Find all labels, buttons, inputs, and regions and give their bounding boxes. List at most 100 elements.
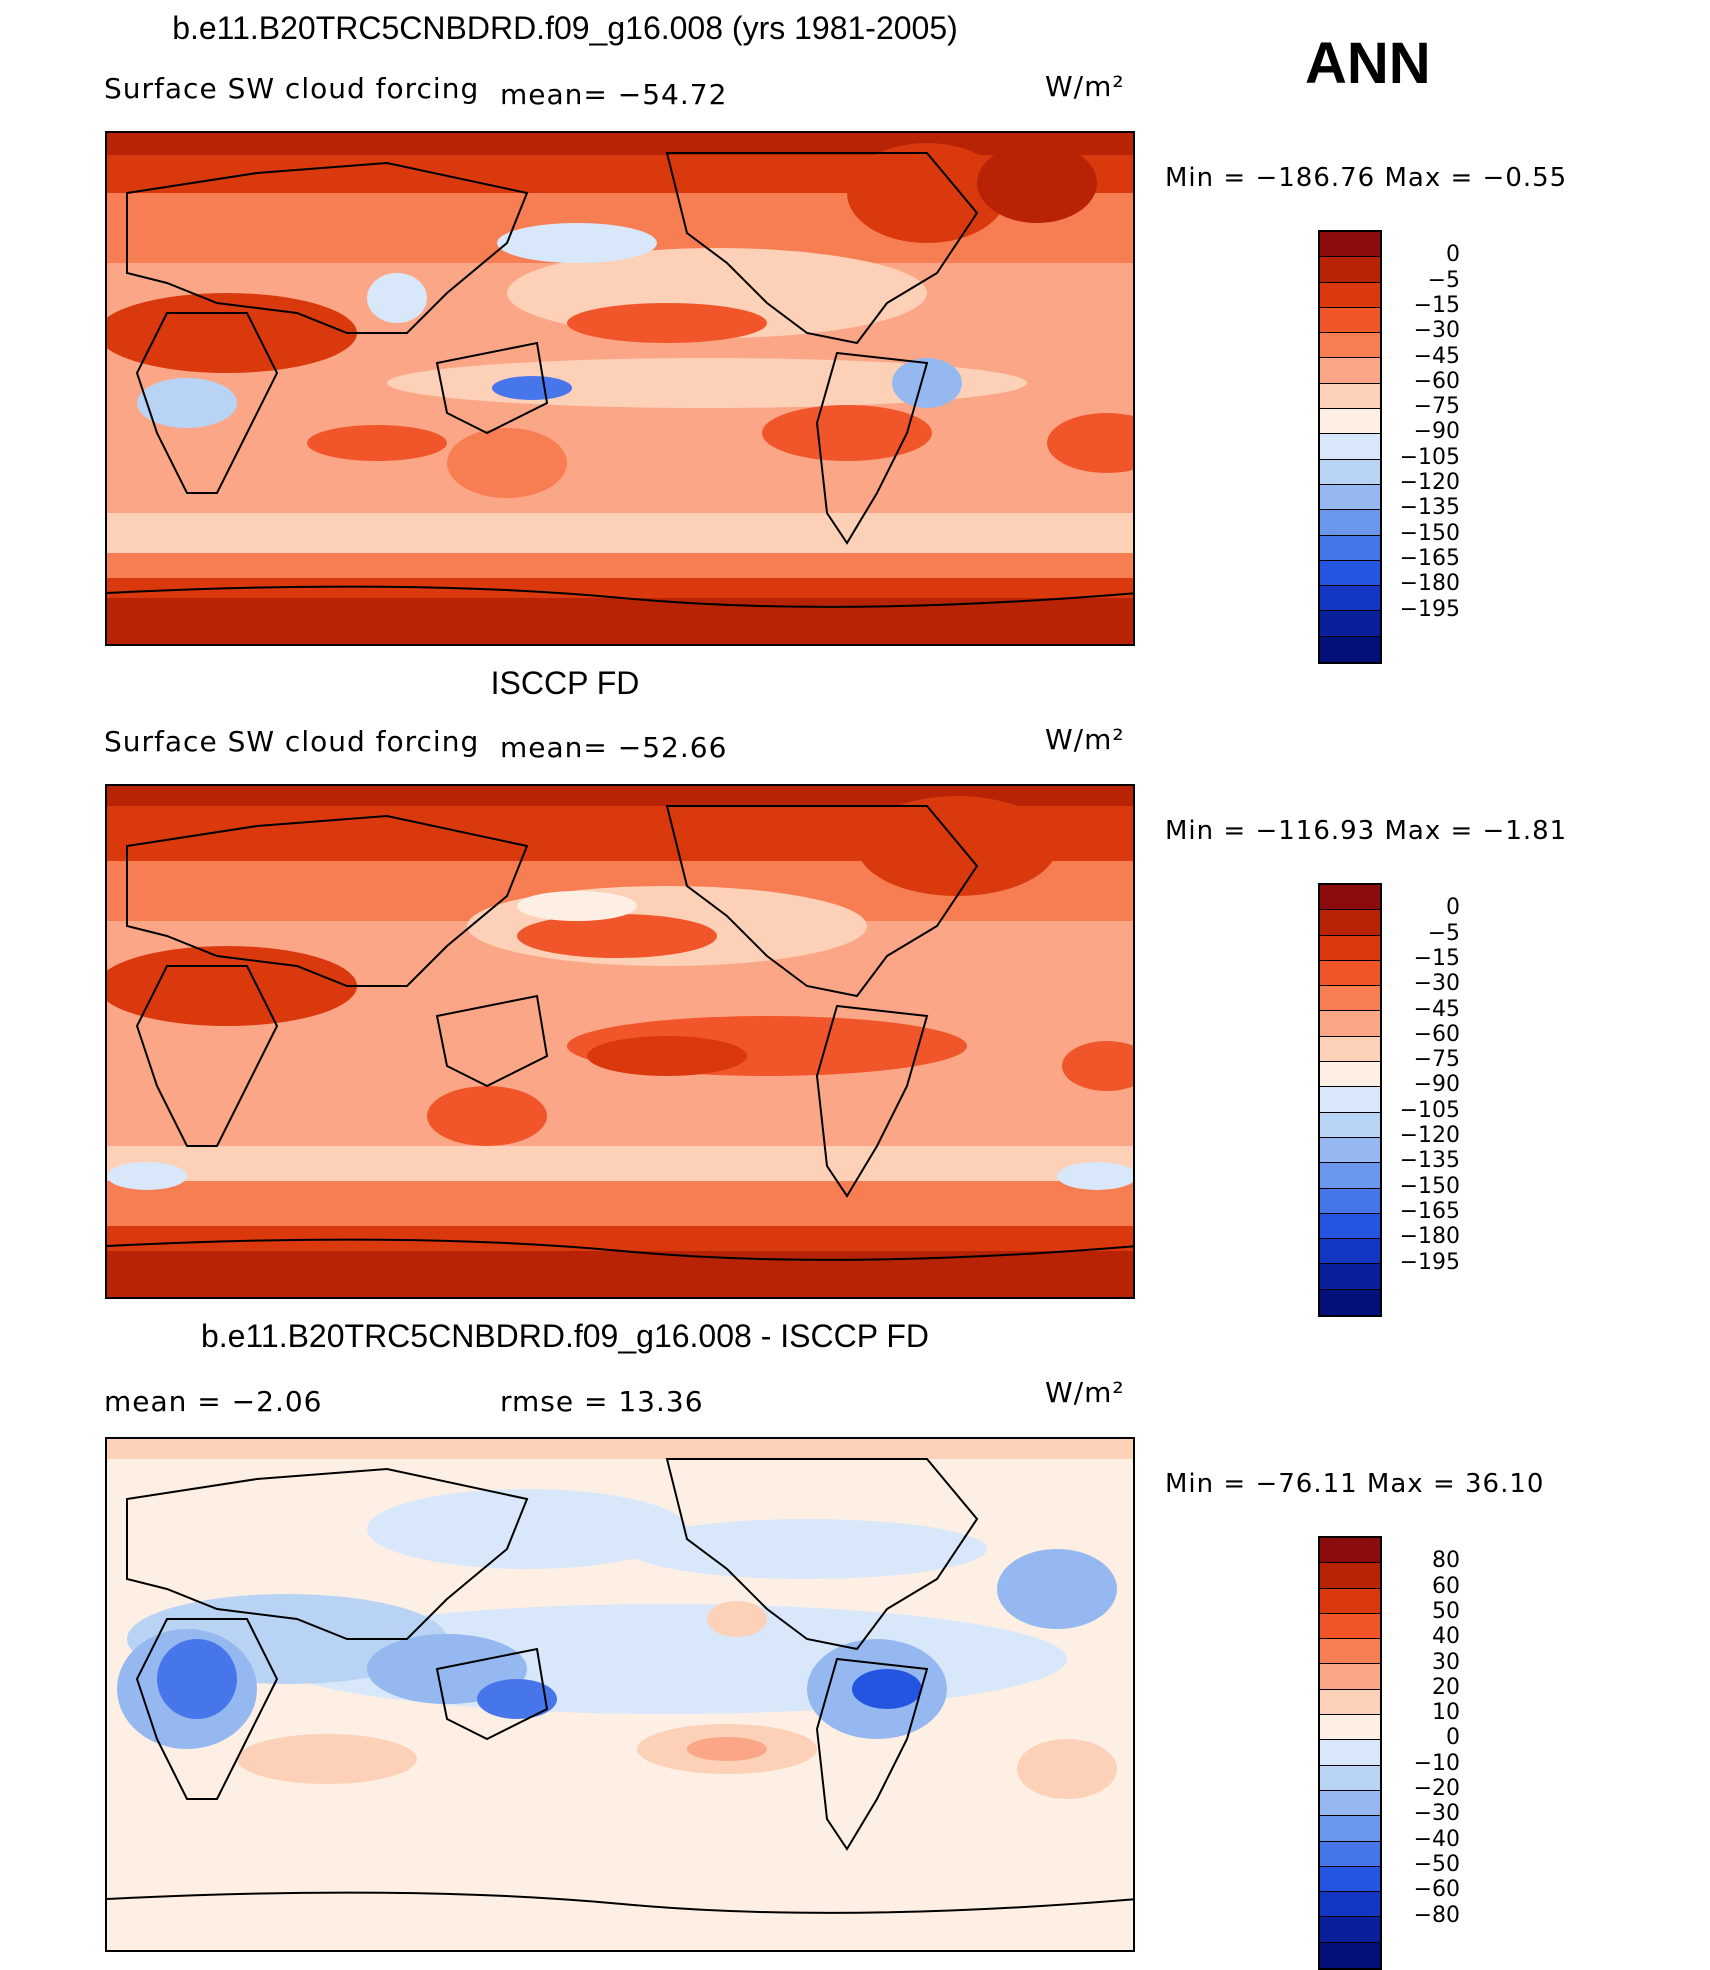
panel-2-colorbar-labels: 0 −5 −15 −30 −45 −60 −75 −90 −105 −120 −135 −150 −16… [1390, 883, 1460, 1313]
colorbar-swatch [1320, 1790, 1380, 1817]
panel-3-colorbar-labels: 80 60 50 40 30 20 10 0 −10 −20 −30 −40 −50 −60 −80 [1390, 1536, 1460, 1966]
colorbar-swatch [1320, 1112, 1380, 1138]
panel-3-minmax: Min = −76.11 Max = 36.10 [1165, 1469, 1545, 1499]
colorbar-swatch [1320, 1036, 1380, 1063]
panel-3-colorbar [1318, 1536, 1382, 1970]
colorbar-swatch [1320, 1689, 1380, 1716]
colorbar-swatch [1320, 960, 1380, 987]
colorbar-tick-label: −120 [1399, 1123, 1460, 1148]
colorbar-tick-label: −195 [1399, 1249, 1460, 1275]
panel-2-colorbar [1318, 883, 1382, 1318]
colorbar-swatch [1320, 1917, 1380, 1943]
panel-3-map [105, 1437, 1135, 1952]
colorbar-swatch [1320, 1213, 1380, 1240]
colorbar-swatch [1320, 1538, 1380, 1564]
colorbar-swatch [1320, 1062, 1380, 1088]
colorbar-tick-label: −135 [1399, 1148, 1460, 1174]
colorbar-swatch [1320, 383, 1380, 410]
colorbar-tick-label: −30 [1413, 1801, 1460, 1827]
panel-3-title: b.e11.B20TRC5CNBDRD.f09_g16.008 - ISCCP … [200, 1318, 930, 1354]
season-label: ANN [1305, 31, 1431, 96]
panel-3-map-image [107, 1439, 1133, 1950]
colorbar-tick-label: −135 [1399, 495, 1460, 521]
colorbar-tick-label: −75 [1413, 1047, 1460, 1073]
colorbar-swatch [1320, 1588, 1380, 1614]
colorbar-swatch [1320, 1816, 1380, 1842]
colorbar-swatch [1320, 1942, 1380, 1969]
colorbar-tick-label: 40 [1432, 1624, 1460, 1650]
colorbar-swatch [1320, 910, 1380, 936]
panel-3-units: W/m² [1045, 1376, 1125, 1409]
colorbar-tick-label: −15 [1413, 292, 1460, 318]
panel-3-rmse-label: rmse = 13.36 [500, 1385, 704, 1418]
colorbar-swatch [1320, 1613, 1380, 1640]
colorbar-swatch [1320, 484, 1380, 511]
colorbar-swatch [1320, 935, 1380, 961]
colorbar-swatch [1320, 1740, 1380, 1766]
colorbar-tick-label: 50 [1432, 1598, 1460, 1624]
colorbar-tick-label: 0 [1446, 1725, 1460, 1751]
colorbar-tick-label: −30 [1413, 318, 1460, 344]
colorbar-tick-label: −105 [1399, 1097, 1460, 1123]
colorbar-tick-label: −45 [1413, 343, 1460, 369]
panel-1-map [105, 131, 1135, 646]
colorbar-swatch [1320, 1664, 1380, 1690]
colorbar-swatch [1320, 333, 1380, 359]
colorbar-swatch [1320, 586, 1380, 612]
colorbar-tick-label: −165 [1399, 545, 1460, 571]
colorbar-tick-label: −195 [1399, 596, 1460, 622]
colorbar-swatch [1320, 611, 1380, 637]
colorbar-swatch [1320, 1163, 1380, 1189]
colorbar-swatch [1320, 1866, 1380, 1893]
colorbar-tick-label: −60 [1413, 368, 1460, 394]
colorbar-tick-label: 20 [1432, 1674, 1460, 1700]
colorbar-swatch [1320, 535, 1380, 561]
colorbar-tick-label: −20 [1413, 1776, 1460, 1801]
colorbar-swatch [1320, 257, 1380, 283]
colorbar-swatch [1320, 434, 1380, 460]
colorbar-swatch [1320, 1239, 1380, 1265]
colorbar-tick-label: −80 [1413, 1902, 1460, 1928]
colorbar-swatch [1320, 1715, 1380, 1741]
panel-2-title: ISCCP FD [490, 665, 640, 701]
colorbar-tick-label: 30 [1432, 1649, 1460, 1675]
colorbar-tick-label: −60 [1413, 1877, 1460, 1903]
colorbar-swatch [1320, 358, 1380, 384]
colorbar-swatch [1320, 986, 1380, 1012]
colorbar-tick-label: −30 [1413, 971, 1460, 997]
colorbar-swatch [1320, 232, 1380, 258]
panel-1-units: W/m² [1045, 70, 1125, 103]
colorbar-swatch [1320, 1011, 1380, 1037]
panel-1-map-image [107, 133, 1133, 644]
panel-1-mean-label: mean= −54.72 [500, 78, 728, 111]
colorbar-swatch [1320, 409, 1380, 435]
panel-2-mean-label: mean= −52.66 [500, 731, 728, 764]
colorbar-tick-label: −50 [1413, 1851, 1460, 1877]
panel-1-field-label: Surface SW cloud forcing [104, 72, 480, 105]
colorbar-swatch [1320, 510, 1380, 536]
colorbar-swatch [1320, 459, 1380, 485]
colorbar-tick-label: −75 [1413, 394, 1460, 420]
colorbar-tick-label: −5 [1427, 920, 1460, 946]
panel-2-map [105, 784, 1135, 1299]
colorbar-tick-label: −180 [1399, 1224, 1460, 1250]
colorbar-swatch [1320, 1188, 1380, 1214]
colorbar-tick-label: −120 [1399, 470, 1460, 495]
colorbar-swatch [1320, 1087, 1380, 1113]
panel-1-minmax: Min = −186.76 Max = −0.55 [1165, 163, 1568, 193]
colorbar-tick-label: −105 [1399, 444, 1460, 470]
colorbar-tick-label: −180 [1399, 571, 1460, 597]
colorbar-tick-label: −150 [1399, 1173, 1460, 1199]
panel-2-minmax: Min = −116.93 Max = −1.81 [1165, 816, 1568, 846]
colorbar-tick-label: −90 [1413, 419, 1460, 445]
colorbar-swatch [1320, 307, 1380, 334]
colorbar-swatch [1320, 1892, 1380, 1918]
colorbar-swatch [1320, 1765, 1380, 1791]
colorbar-swatch [1320, 1289, 1380, 1316]
colorbar-swatch [1320, 885, 1380, 911]
colorbar-tick-label: −45 [1413, 996, 1460, 1022]
colorbar-swatch [1320, 1137, 1380, 1164]
colorbar-swatch [1320, 1639, 1380, 1665]
colorbar-tick-label: 10 [1432, 1700, 1460, 1726]
colorbar-tick-label: 80 [1432, 1548, 1460, 1574]
